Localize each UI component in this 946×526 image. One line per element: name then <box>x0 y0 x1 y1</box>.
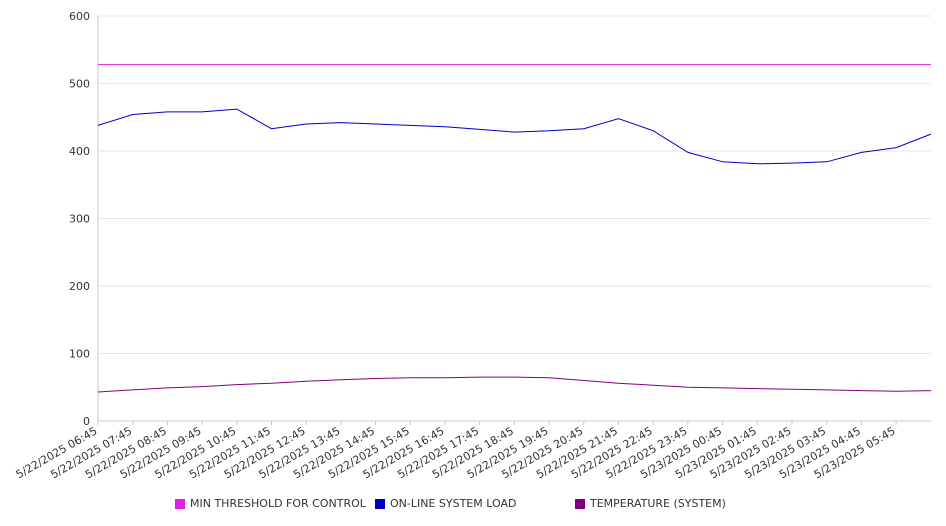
legend-swatch-temperature <box>575 498 585 509</box>
x-axis-ticks: 5/22/2025 06:455/22/2025 07:455/22/2025 … <box>14 421 898 481</box>
series-line-2 <box>97 376 932 393</box>
legend-item-temperature[interactable]: TEMPERATURE (SYSTEM) <box>575 497 726 510</box>
y-tick-label: 300 <box>69 213 90 226</box>
legend-label-temperature: TEMPERATURE (SYSTEM) <box>590 497 726 510</box>
legend-item-min-threshold[interactable]: MIN THRESHOLD FOR CONTROL <box>175 497 366 510</box>
y-tick-label: 100 <box>69 348 90 361</box>
legend-label-min-threshold: MIN THRESHOLD FOR CONTROL <box>190 497 366 510</box>
y-axis-ticks: 0 100 200 300 400 500 600 <box>69 10 90 428</box>
legend-item-online-system-load[interactable]: ON-LINE SYSTEM LOAD <box>375 497 516 510</box>
chart-legend: MIN THRESHOLD FOR CONTROL ON-LINE SYSTEM… <box>0 497 946 515</box>
legend-swatch-online-system-load <box>375 498 385 509</box>
y-tick-label: 200 <box>69 280 90 293</box>
y-tick-label: 600 <box>69 10 90 23</box>
legend-swatch-min-threshold <box>175 498 185 509</box>
series-lines <box>97 64 932 393</box>
grid-lines <box>98 15 931 422</box>
y-tick-label: 500 <box>69 78 90 91</box>
y-tick-label: 0 <box>83 415 90 428</box>
y-tick-label: 400 <box>69 145 90 158</box>
legend-label-online-system-load: ON-LINE SYSTEM LOAD <box>390 497 517 510</box>
series-line-1 <box>97 108 932 165</box>
